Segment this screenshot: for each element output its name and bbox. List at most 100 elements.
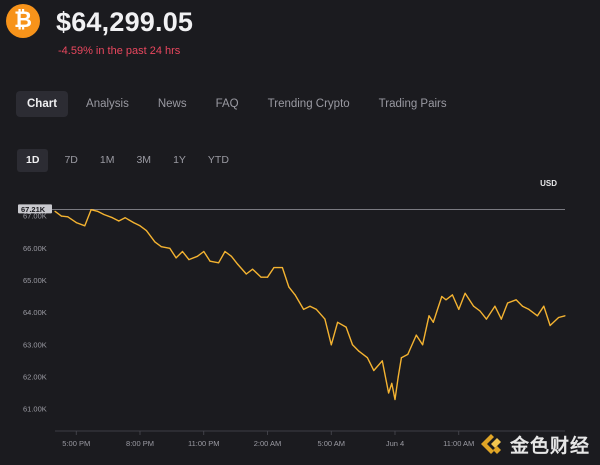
data-point (111, 217, 113, 219)
data-point (521, 305, 524, 307)
y-tick-label: 65.00K (23, 276, 47, 285)
price-change: -4.59% in the past 24 hrs (58, 45, 181, 57)
tab-chart[interactable]: Chart (16, 91, 69, 117)
x-tick-label: 8:00 PM (126, 439, 154, 448)
tab-faq[interactable]: FAQ (215, 98, 239, 110)
data-point (160, 246, 162, 248)
data-point (133, 222, 135, 224)
price-chart-svg[interactable]: USD 61.00K 62.00K 63.00K 64.00K 65.00K 66.00K… (0, 172, 600, 465)
data-point (558, 316, 560, 319)
price-chart[interactable]: USD 61.00K 62.00K 63.00K 64.00K 65.00K 66.00K… (0, 172, 600, 465)
data-point (294, 294, 296, 296)
x-tick-label: 5:00 AM (317, 439, 345, 448)
bitcoin-icon: ₿ (6, 4, 40, 38)
y-tick-label: 67.00K (23, 212, 47, 221)
data-point (458, 308, 460, 310)
data-point (345, 326, 347, 328)
tab-news[interactable]: News (157, 98, 187, 110)
y-tick-label: 64.00K (23, 308, 47, 317)
jinse-logo-icon (478, 431, 504, 457)
time-range-selector: 1D 7D 1M 3M 1Y YTD (17, 149, 251, 172)
data-point (60, 215, 63, 217)
data-point (415, 334, 417, 336)
data-point (273, 267, 275, 269)
data-point (528, 308, 530, 310)
data-point (373, 369, 375, 372)
data-point (436, 308, 439, 310)
data-point (394, 398, 396, 401)
data-point (96, 210, 99, 212)
data-point (464, 292, 466, 294)
range-3m[interactable]: 3M (136, 154, 152, 166)
data-point (245, 273, 247, 275)
data-point (407, 353, 409, 355)
data-point (543, 305, 545, 307)
data-point (139, 225, 141, 227)
data-point (388, 392, 390, 394)
range-ytd[interactable]: YTD (207, 154, 229, 166)
data-point (485, 318, 487, 320)
data-point (500, 318, 502, 320)
data-point (266, 276, 269, 278)
data-point (432, 321, 434, 323)
data-point (224, 250, 226, 253)
data-point (536, 315, 539, 317)
data-point (218, 262, 220, 264)
data-point (175, 257, 177, 259)
data-point (230, 255, 232, 257)
data-point (451, 294, 453, 296)
data-point (145, 230, 147, 232)
data-point (330, 344, 332, 346)
data-point (181, 250, 184, 253)
data-point (288, 286, 290, 288)
data-point (90, 209, 92, 211)
y-tick-label: 63.00K (23, 340, 47, 349)
range-1d[interactable]: 1D (17, 149, 49, 172)
price-line-series (54, 209, 566, 401)
data-point (549, 324, 551, 327)
watermark: 金色财经 (478, 426, 600, 462)
data-point (203, 250, 205, 253)
data-point (428, 315, 430, 317)
data-point (309, 305, 311, 307)
data-point (303, 308, 305, 310)
reference-price-marker: 67.21K (18, 204, 52, 214)
data-point (494, 305, 496, 307)
y-tick-label: 61.00K (23, 405, 47, 414)
tab-trading-pairs[interactable]: Trading Pairs (378, 98, 447, 110)
range-7d[interactable]: 7D (64, 154, 78, 166)
data-point (84, 225, 86, 227)
current-price: $64,299.05 (56, 7, 194, 37)
data-point (351, 344, 354, 346)
data-point (252, 268, 254, 270)
tab-trending-crypto[interactable]: Trending Crypto (267, 98, 350, 110)
data-point (124, 217, 126, 219)
range-1m[interactable]: 1M (99, 154, 115, 166)
data-point (75, 222, 77, 224)
data-point (260, 276, 262, 278)
data-point (54, 210, 56, 212)
y-tick-label: 66.00K (23, 244, 47, 253)
data-point (169, 247, 171, 249)
data-point (209, 260, 211, 262)
data-point (118, 220, 120, 222)
data-point (473, 305, 475, 307)
data-point (358, 350, 360, 352)
data-point (397, 376, 399, 378)
data-point (400, 357, 402, 359)
x-tick-label: 11:00 AM (443, 439, 474, 448)
data-point (196, 255, 198, 257)
data-point (237, 263, 239, 265)
data-point (67, 216, 69, 218)
x-tick-label: 2:00 AM (254, 439, 282, 448)
data-point (441, 295, 443, 298)
x-axis: 5:00 PM 8:00 PM 11:00 PM 2:00 AM 5:00 AM Jun … (55, 430, 565, 448)
data-point (324, 318, 326, 320)
range-1y[interactable]: 1Y (173, 154, 186, 166)
data-point (103, 213, 105, 216)
data-point (381, 360, 383, 362)
y-tick-label: 62.00K (23, 372, 47, 381)
data-point (315, 308, 317, 310)
data-point (337, 321, 339, 323)
tab-analysis[interactable]: Analysis (86, 98, 129, 110)
